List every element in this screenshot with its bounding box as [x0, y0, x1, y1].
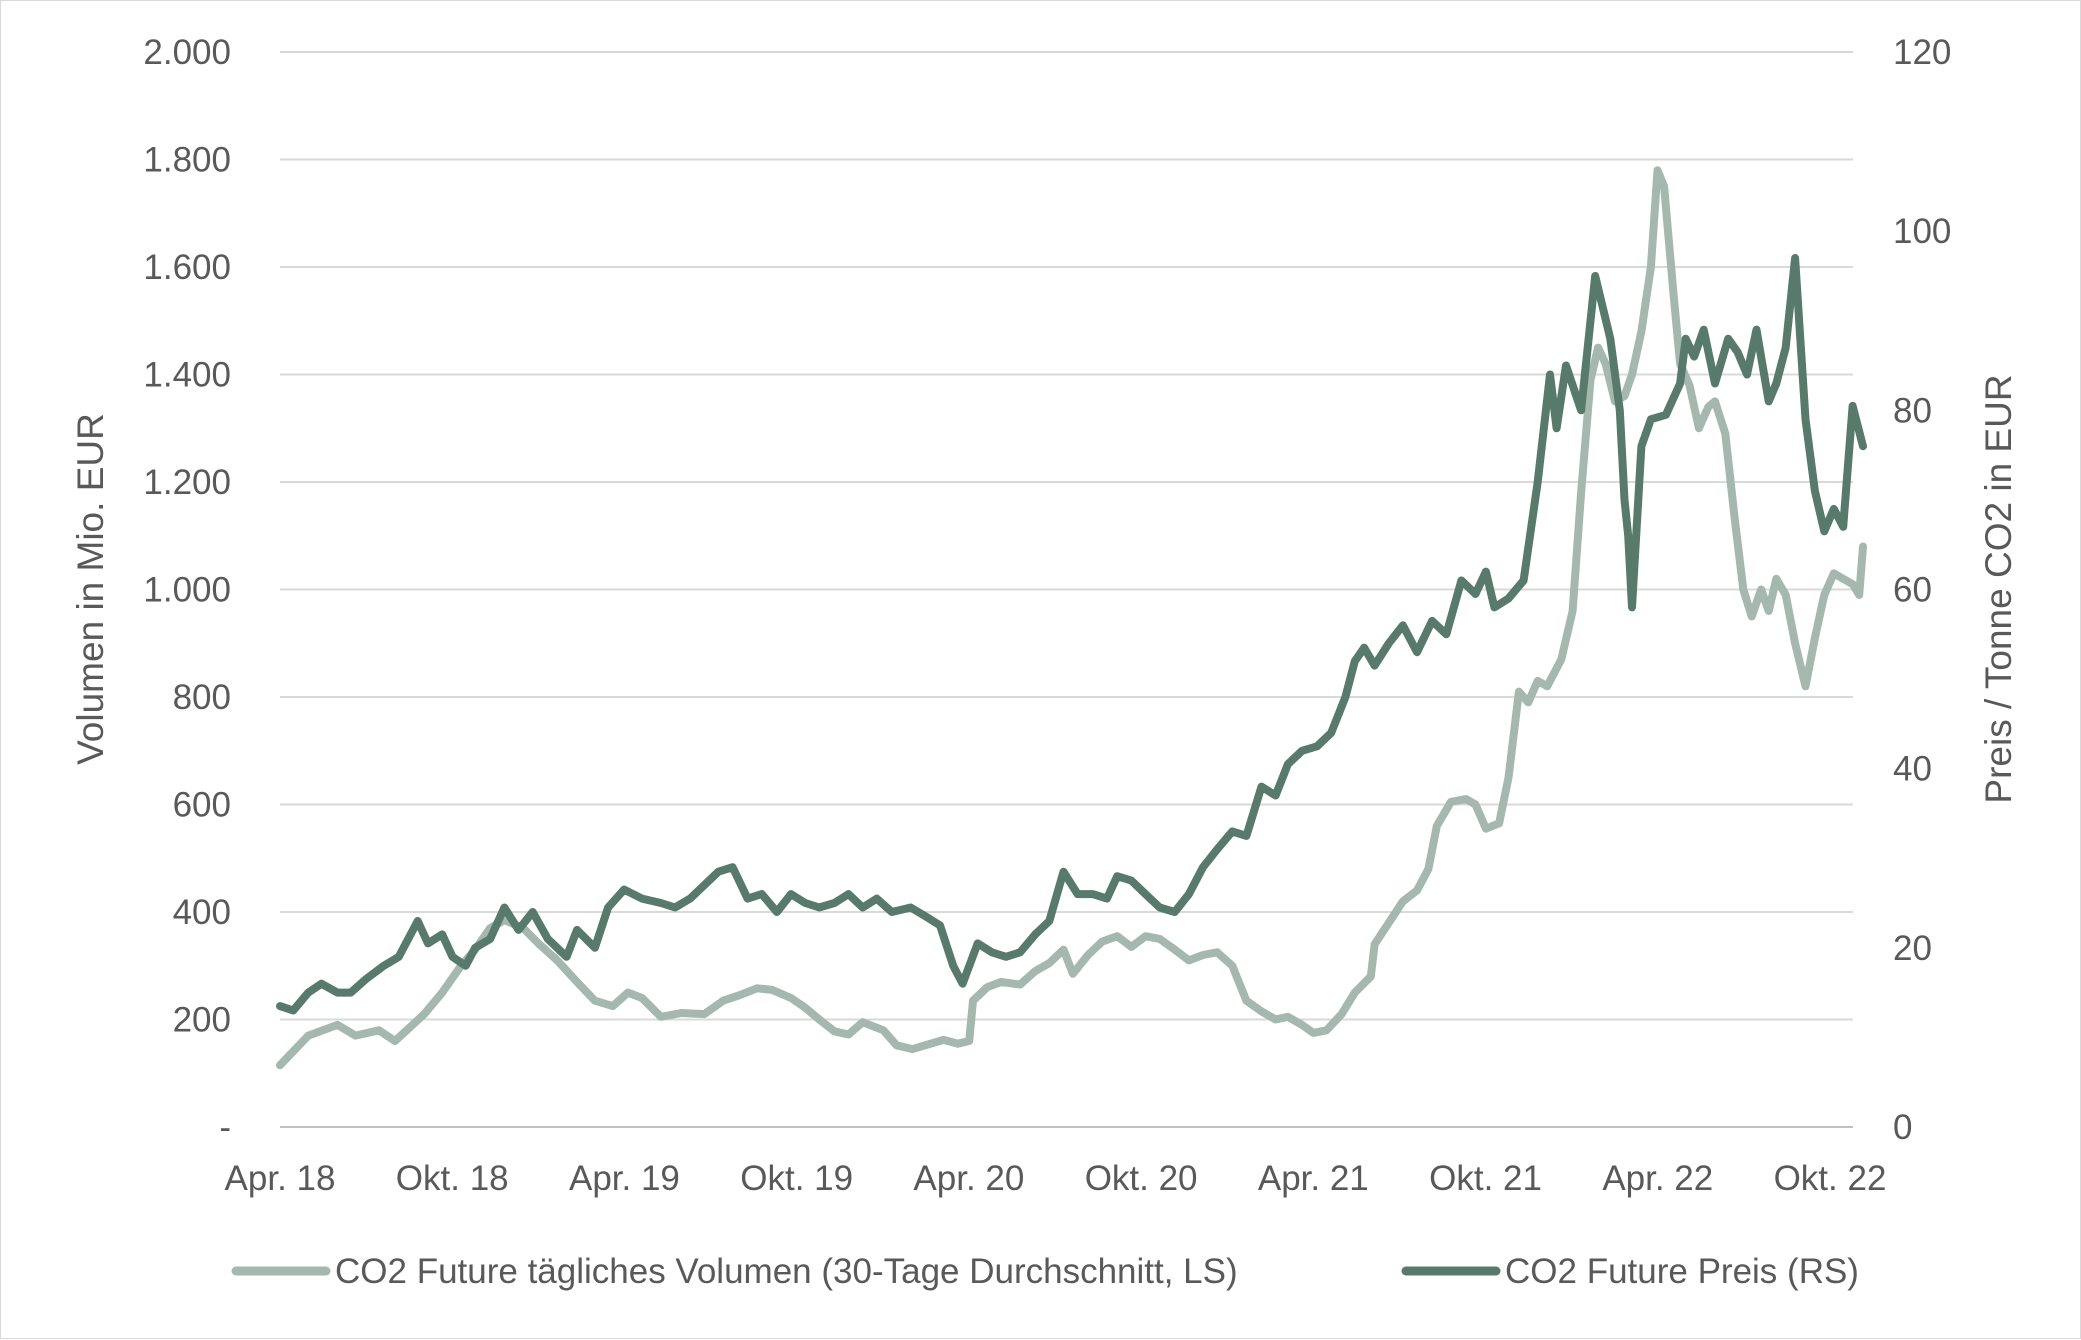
- left-tick-label: 2.000: [143, 33, 231, 72]
- x-tick-label: Apr. 20: [913, 1159, 1024, 1198]
- x-tick-label: Apr. 19: [569, 1159, 680, 1198]
- series-line-price: [276, 254, 1867, 1015]
- left-tick-label: 800: [173, 678, 231, 717]
- gridlines: [280, 51, 1853, 1128]
- x-tick-label: Apr. 21: [1258, 1159, 1369, 1198]
- left-tick-label: 200: [173, 1001, 231, 1040]
- right-tick-label: 80: [1893, 391, 1932, 430]
- right-axis-title: Preis / Tonne CO2 in EUR: [1978, 374, 2019, 803]
- right-tick-label: 0: [1893, 1108, 1912, 1147]
- left-y-axis-ticks: 2.000 1.800 1.600 1.400 1.200 1.000 800 600 400 2…: [143, 33, 231, 1147]
- x-tick-label: Okt. 19: [740, 1159, 853, 1198]
- x-tick-label: Apr. 18: [225, 1159, 336, 1198]
- x-tick-label: Okt. 18: [396, 1159, 509, 1198]
- left-tick-label: 1.200: [143, 463, 231, 502]
- legend-label-volume: CO2 Future tägliches Volumen (30-Tage Du…: [335, 1252, 1238, 1291]
- left-tick-label: 1.000: [143, 571, 231, 610]
- left-tick-label: 600: [173, 786, 231, 825]
- right-tick-label: 120: [1893, 33, 1951, 72]
- left-axis-title: Volumen in Mio. EUR: [70, 413, 111, 765]
- legend-label-price: CO2 Future Preis (RS): [1505, 1252, 1859, 1291]
- series-lines: [276, 166, 1867, 1070]
- left-tick-label: 1.800: [143, 141, 231, 180]
- right-tick-label: 20: [1893, 929, 1932, 968]
- right-tick-label: 60: [1893, 571, 1932, 610]
- left-tick-label: 400: [173, 893, 231, 932]
- x-tick-label: Okt. 21: [1429, 1159, 1542, 1198]
- x-tick-label: Okt. 20: [1085, 1159, 1198, 1198]
- left-tick-label: -: [219, 1108, 231, 1147]
- legend: CO2 Future tägliches Volumen (30-Tage Du…: [231, 1252, 1859, 1291]
- left-tick-label: 1.400: [143, 356, 231, 395]
- x-tick-label: Apr. 22: [1602, 1159, 1713, 1198]
- right-tick-label: 100: [1893, 212, 1951, 251]
- right-tick-label: 40: [1893, 750, 1932, 789]
- series-line-volume: [276, 166, 1867, 1070]
- left-tick-label: 1.600: [143, 248, 231, 287]
- x-tick-label: Okt. 22: [1774, 1159, 1887, 1198]
- x-axis-ticks: Apr. 18 Okt. 18 Apr. 19 Okt. 19 Apr. 20 Okt. …: [225, 1159, 1887, 1198]
- right-y-axis-ticks: 120 100 80 60 40 20 0: [1893, 33, 1951, 1147]
